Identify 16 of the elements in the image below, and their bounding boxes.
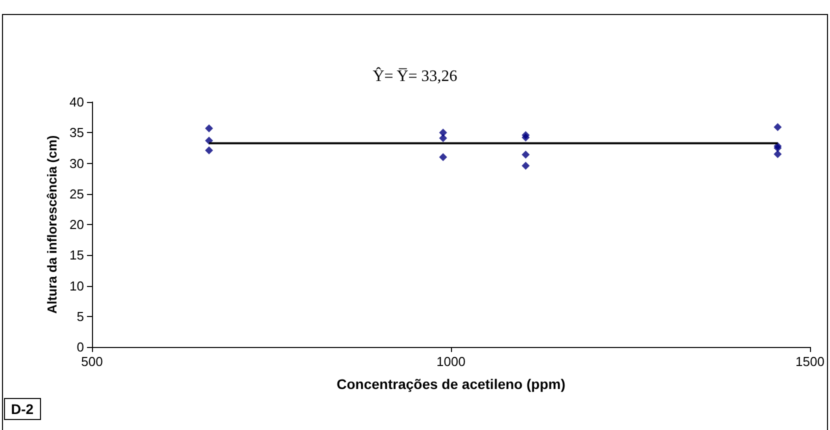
y-tick-label: 40: [70, 94, 84, 110]
y-tick-label: 30: [70, 156, 84, 171]
y-tick-label: 15: [70, 248, 84, 263]
x-tick-label: 1500: [796, 354, 824, 369]
x-tick-label: 500: [81, 354, 103, 369]
y-tick-label: 10: [70, 278, 84, 294]
y-tick-label: 25: [70, 186, 84, 202]
y-axis-title: Altura da inflorescência (cm): [44, 135, 60, 314]
y-tick-label: 0: [76, 340, 84, 354]
x-tick-label: 1000: [436, 354, 466, 369]
y-tick-label: 35: [70, 125, 84, 140]
text: Ŷ= Y̅= 33,26: [372, 68, 458, 86]
y-tick-label: 20: [70, 217, 84, 232]
y-tick-label: 5: [76, 308, 84, 324]
text: D-2: [4, 398, 41, 420]
x-axis-title: Concentrações de acetileno (ppm): [336, 376, 566, 392]
